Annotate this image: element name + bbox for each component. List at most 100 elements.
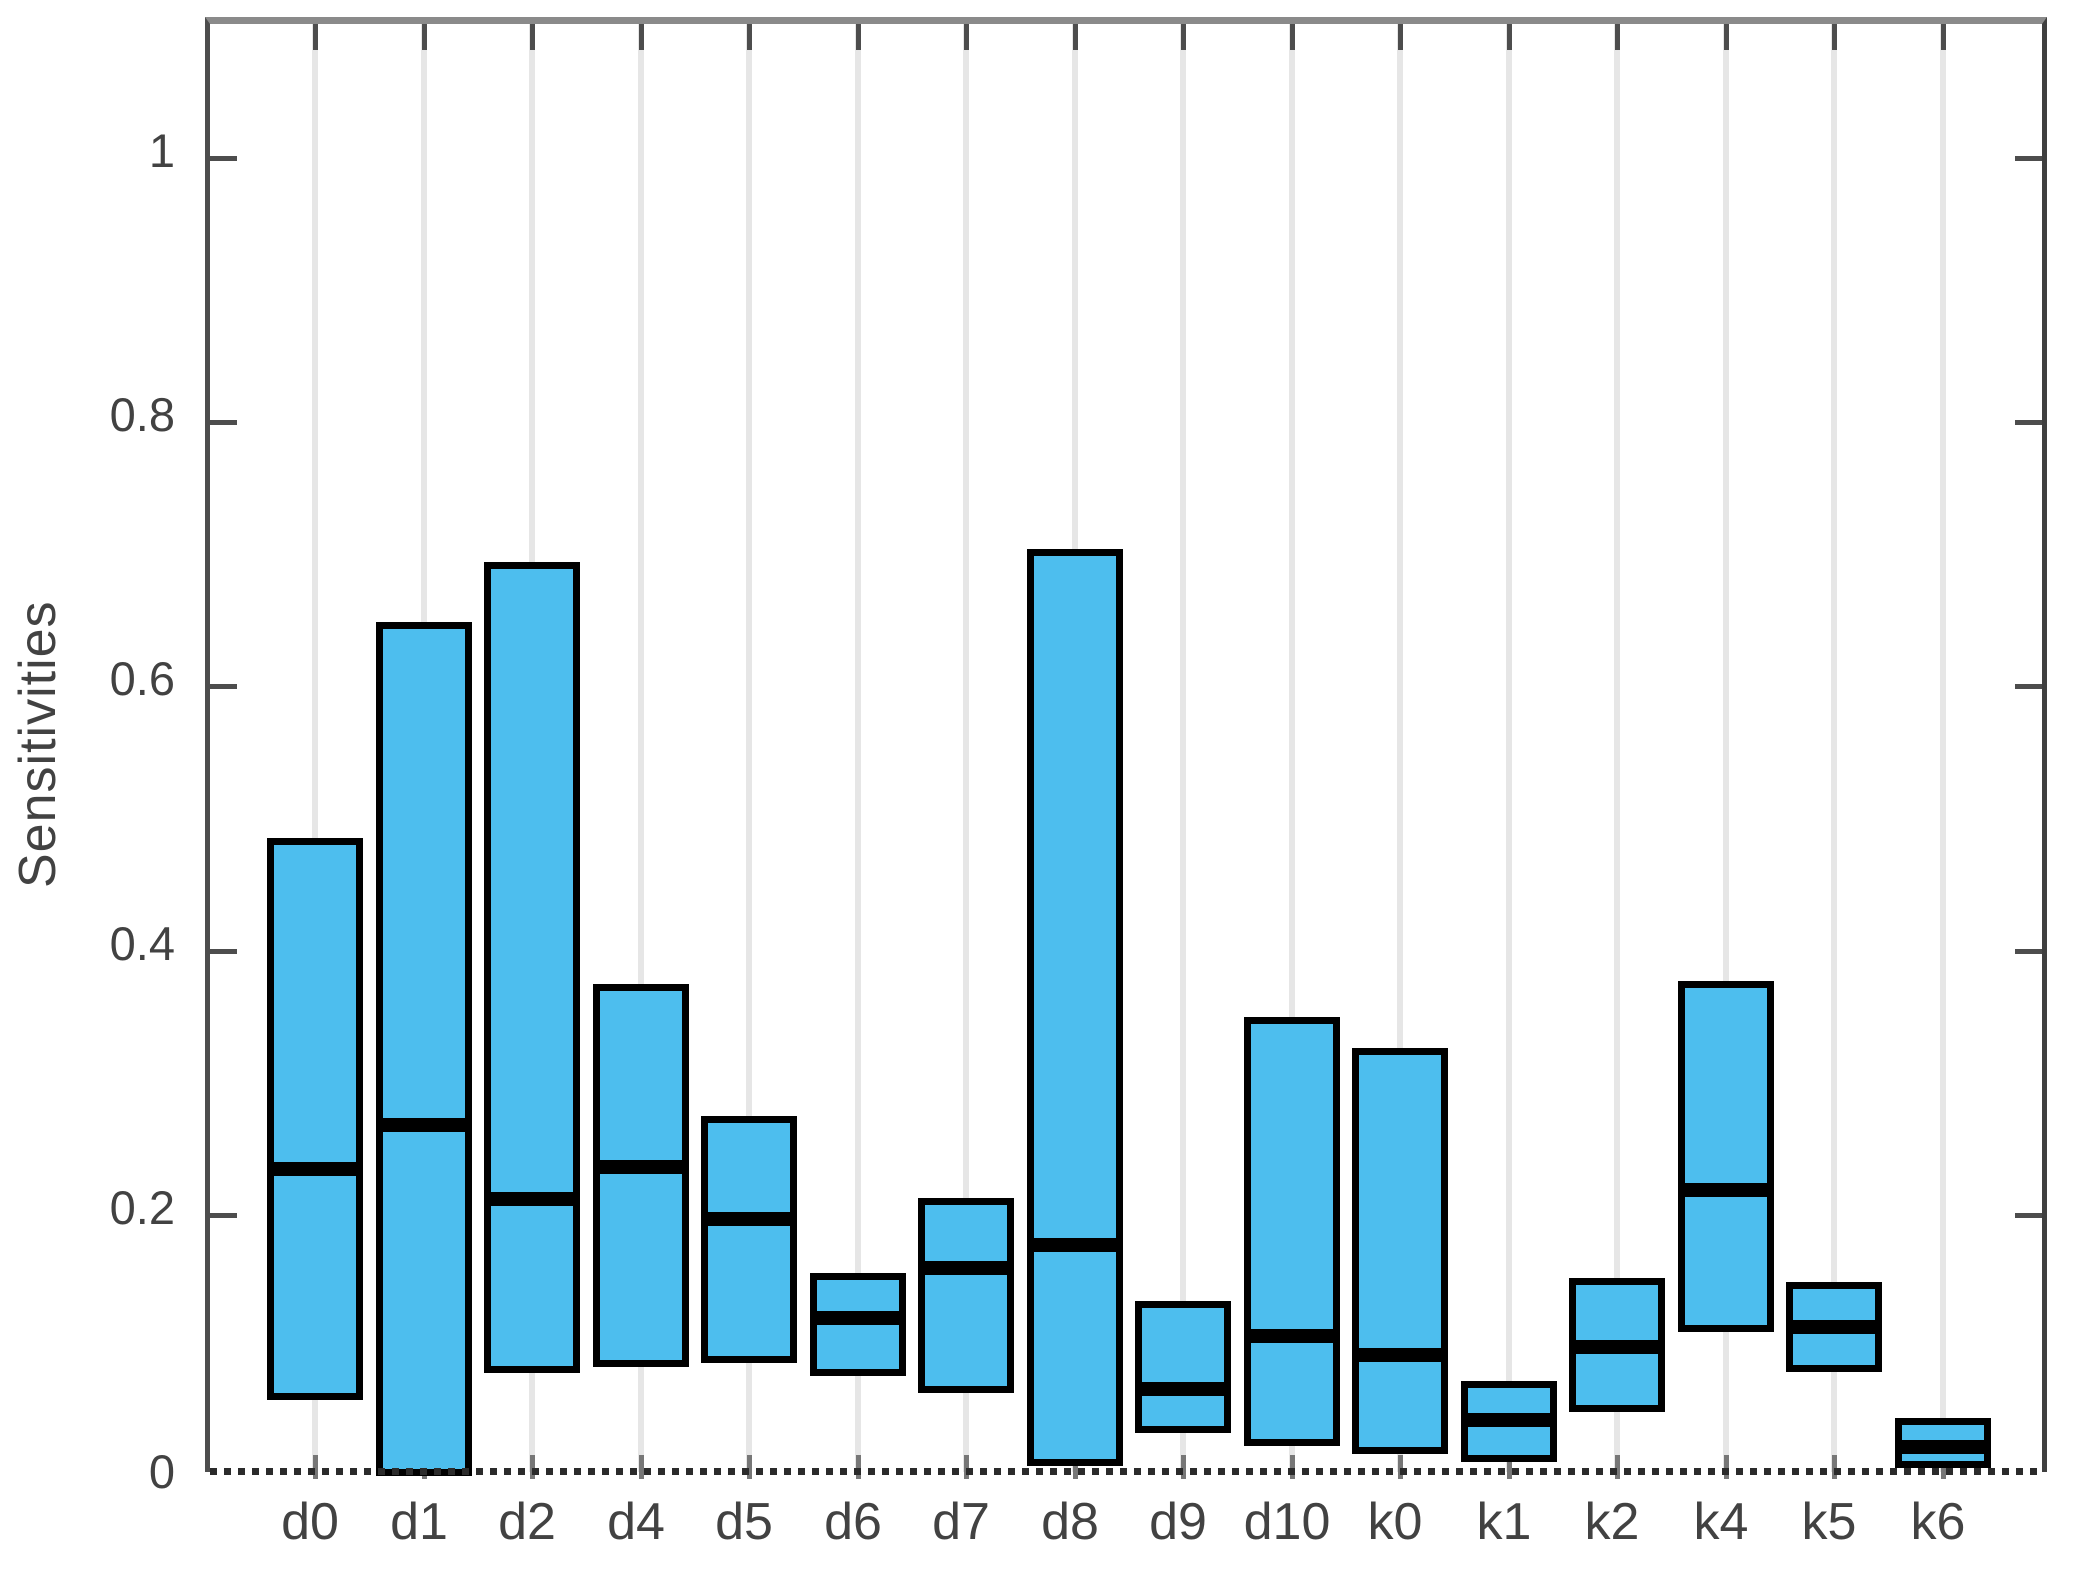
y-tick-right-0.2 [2015, 1213, 2042, 1218]
median-line-k4 [1684, 1183, 1768, 1197]
bottom-tick-d7 [964, 1455, 969, 1479]
top-tick-d4 [639, 24, 644, 50]
y-tick-right-0.6 [2015, 684, 2042, 689]
range-box-k6 [1895, 1418, 1991, 1468]
gridline-d9 [1180, 24, 1186, 1472]
median-line-d2 [490, 1192, 574, 1206]
median-line-d6 [816, 1311, 900, 1325]
top-tick-d9 [1181, 24, 1186, 50]
x-tick-label-d2: d2 [498, 1493, 556, 1551]
top-tick-k0 [1398, 24, 1403, 50]
gridline-k2 [1614, 24, 1620, 1472]
x-tick-label-k0: k0 [1367, 1493, 1423, 1551]
gridline-k1 [1506, 24, 1512, 1472]
top-tick-d10 [1290, 24, 1295, 50]
range-box-d0 [267, 838, 363, 1400]
bottom-tick-d2 [530, 1455, 535, 1479]
x-tick-label-d6: d6 [824, 1493, 882, 1551]
bottom-tick-k0 [1398, 1455, 1403, 1479]
top-tick-d6 [856, 24, 861, 50]
y-tick-label-0.8: 0.8 [109, 388, 175, 441]
bottom-tick-d9 [1181, 1455, 1186, 1479]
y-tick-right-0.4 [2015, 949, 2042, 954]
gridline-k5 [1831, 24, 1837, 1472]
top-tick-d1 [422, 24, 427, 50]
y-tick-left-0.2 [210, 1213, 237, 1218]
median-line-k5 [1792, 1320, 1876, 1334]
x-tick-label-k5: k5 [1801, 1493, 1857, 1551]
top-tick-k4 [1724, 24, 1729, 50]
bottom-tick-k1 [1507, 1455, 1512, 1479]
range-box-d10 [1244, 1017, 1340, 1446]
y-tick-label-0.6: 0.6 [109, 652, 175, 705]
top-tick-d2 [530, 24, 535, 50]
top-tick-d7 [964, 24, 969, 50]
x-axis-baseline [210, 1468, 2042, 1475]
x-tick-label-k4: k4 [1693, 1493, 1749, 1551]
range-box-d1 [376, 622, 472, 1476]
y-tick-label-1: 1 [148, 124, 175, 177]
x-tick-label-k6: k6 [1910, 1493, 1966, 1551]
gridline-k0 [1397, 24, 1403, 1472]
range-box-d7 [918, 1198, 1014, 1393]
x-tick-label-k1: k1 [1476, 1493, 1532, 1551]
bottom-tick-k2 [1615, 1455, 1620, 1479]
top-tick-d8 [1073, 24, 1078, 50]
range-box-d4 [593, 984, 689, 1367]
x-tick-label-d1: d1 [390, 1493, 448, 1551]
bottom-tick-d6 [856, 1455, 861, 1479]
x-tick-label-d5: d5 [715, 1493, 773, 1551]
gridline-d5 [746, 24, 752, 1472]
x-tick-label-d9: d9 [1149, 1493, 1207, 1551]
y-tick-left-0.6 [210, 684, 237, 689]
range-box-d2 [484, 562, 580, 1373]
bottom-tick-d5 [747, 1455, 752, 1479]
median-line-k6 [1901, 1440, 1985, 1454]
range-box-d8 [1027, 549, 1123, 1466]
bottom-tick-d0 [313, 1455, 318, 1479]
bottom-tick-k5 [1832, 1455, 1837, 1479]
y-tick-left-0.8 [210, 420, 237, 425]
median-line-d4 [599, 1160, 683, 1174]
range-box-k4 [1678, 981, 1774, 1332]
x-tick-label-d4: d4 [607, 1493, 665, 1551]
y-axis-label: Sensitivities [9, 600, 67, 889]
top-tick-k1 [1507, 24, 1512, 50]
median-line-d5 [707, 1212, 791, 1226]
y-tick-right-0.8 [2015, 420, 2042, 425]
median-line-d8 [1033, 1238, 1117, 1252]
bottom-tick-d4 [639, 1455, 644, 1479]
gridline-d0 [312, 24, 318, 1472]
gridline-d6 [855, 24, 861, 1472]
median-line-d7 [924, 1261, 1008, 1275]
range-box-k0 [1352, 1048, 1448, 1454]
x-tick-label-d8: d8 [1041, 1493, 1099, 1551]
x-tick-label-d0: d0 [281, 1493, 339, 1551]
gridline-d10 [1289, 24, 1295, 1472]
gridline-k4 [1723, 24, 1729, 1472]
median-line-k2 [1575, 1340, 1659, 1354]
median-line-d0 [273, 1162, 357, 1176]
gridline-k6 [1940, 24, 1946, 1472]
top-tick-d0 [313, 24, 318, 50]
y-tick-left-1 [210, 156, 237, 161]
top-tick-d5 [747, 24, 752, 50]
y-tick-left-0.4 [210, 949, 237, 954]
y-tick-right-1 [2015, 156, 2042, 161]
range-box-d5 [701, 1116, 797, 1363]
plot-area [205, 17, 2047, 1479]
bottom-tick-k4 [1724, 1455, 1729, 1479]
top-tick-k5 [1832, 24, 1837, 50]
median-line-k1 [1467, 1413, 1551, 1427]
bottom-tick-d10 [1290, 1455, 1295, 1479]
y-tick-label-0.4: 0.4 [109, 917, 175, 970]
x-tick-label-k2: k2 [1584, 1493, 1640, 1551]
top-tick-k6 [1941, 24, 1946, 50]
bottom-tick-d8 [1073, 1455, 1078, 1479]
gridline-d7 [963, 24, 969, 1472]
top-tick-k2 [1615, 24, 1620, 50]
range-box-d9 [1135, 1301, 1231, 1433]
x-tick-label-d7: d7 [932, 1493, 990, 1551]
median-line-d1 [382, 1118, 466, 1132]
